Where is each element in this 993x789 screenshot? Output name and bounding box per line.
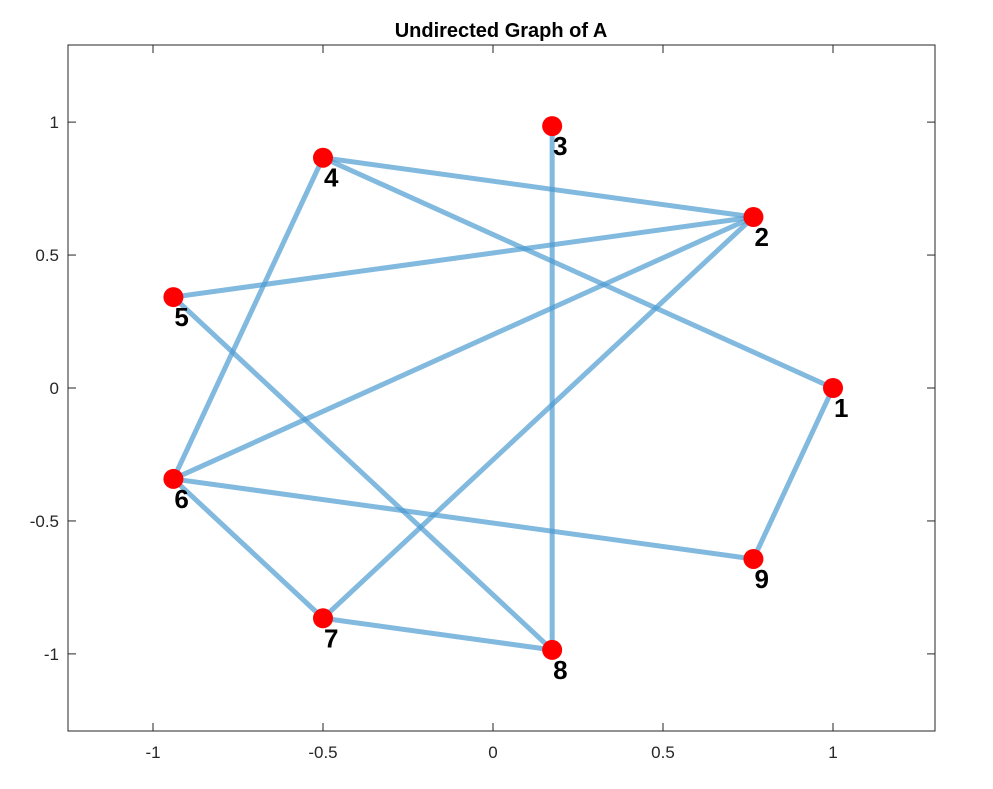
graph-nodes [163,116,843,660]
graph-edge-2-4 [322,155,754,220]
x-tick-label: 0.5 [651,743,675,762]
graph-node-6 [163,468,184,489]
node-label-5: 5 [174,302,188,332]
x-tick-label: -0.5 [308,743,337,762]
node-label-9: 9 [754,564,768,594]
graph-node-3 [542,116,563,137]
x-tick-label: 1 [828,743,837,762]
y-tick-label: 0 [50,379,59,398]
graph-node-1 [823,378,843,398]
plot-area-frame [67,44,936,732]
y-tick-label: -0.5 [30,512,59,531]
node-label-4: 4 [324,163,339,193]
node-label-6: 6 [174,484,188,514]
x-tick-label: 0 [488,743,497,762]
graph-edge-4-6 [171,156,326,480]
graph-node-5 [163,287,184,308]
graph-edge-1-9 [751,386,836,561]
graph-edge-6-7 [171,477,325,621]
node-label-3: 3 [553,131,567,161]
graph-edge-5-8 [171,295,554,652]
y-tick-label: -1 [44,645,59,664]
node-label-1: 1 [834,393,848,423]
node-label-8: 8 [553,655,567,685]
graph-node-7 [313,608,333,629]
y-tick-label: 0.5 [35,246,59,265]
node-label-7: 7 [324,623,338,653]
graph-edge-7-8 [322,615,553,653]
graph-node-8 [542,639,563,660]
chart-title: Undirected Graph of A [395,20,608,42]
x-tick-label: -1 [145,743,160,762]
y-tick-label: 1 [50,113,59,132]
graph-edge-2-5 [173,214,754,300]
graph-node-labels: 1 2 3 4 5 6 7 8 9 [174,131,848,685]
graph-edge-6-9 [173,476,754,562]
graph-edge-2-7 [321,215,756,621]
graph-node-4 [313,147,333,168]
node-label-2: 2 [754,222,768,252]
graph-node-9 [743,548,764,569]
axis-ticks: -1 -0.5 0 0.5 1 1 0.5 0 -0.5 -1 [30,45,935,762]
graph-edges [171,126,836,653]
graph-edge-1-4 [321,155,835,391]
graph-edge-2-6 [172,214,755,482]
graph-node-2 [743,207,764,228]
